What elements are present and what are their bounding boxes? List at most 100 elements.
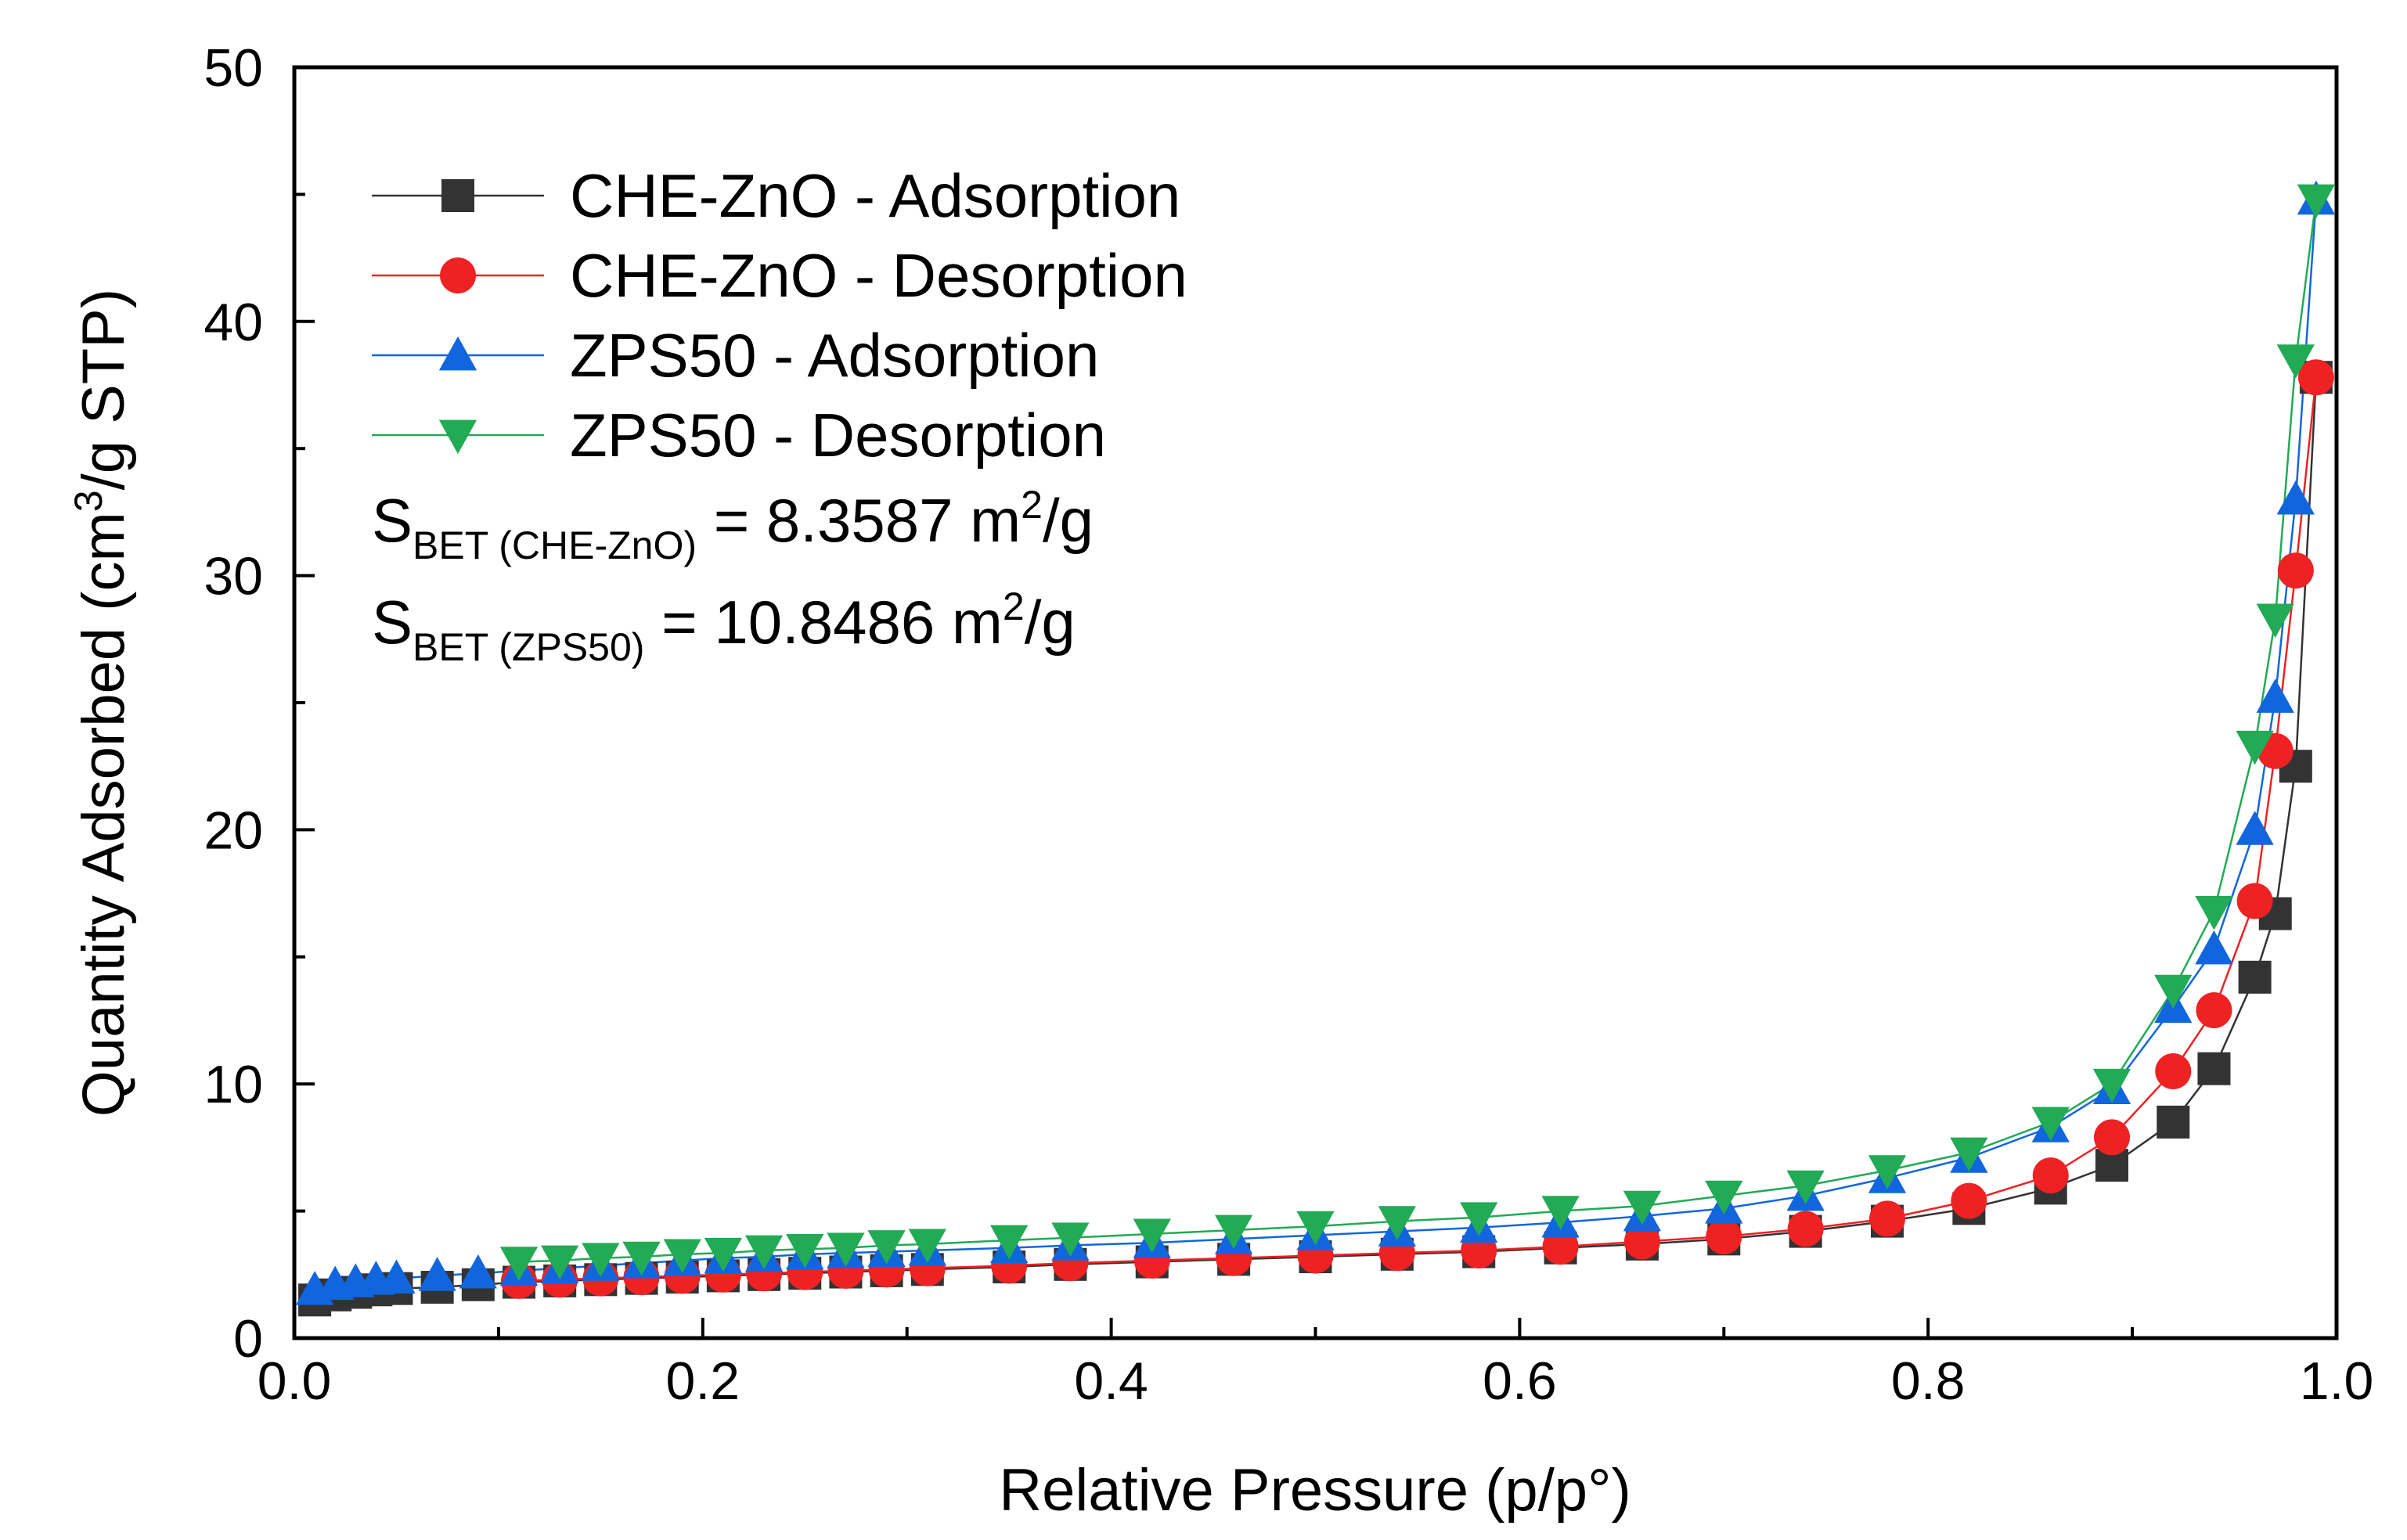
data-point [1868,1155,1907,1189]
data-point [2197,1052,2231,1085]
data-point [1950,1137,1988,1172]
legend-label: CHE-ZnO - Adsorption [570,161,1180,230]
data-point [2236,730,2274,765]
data-point [2094,1119,2131,1156]
x-tick-label: 0.8 [1891,1351,1966,1411]
x-tick-label: 0.6 [1483,1351,1557,1411]
bet-unit-suffix: /g [1043,486,1094,555]
series-3-points [499,184,2336,1281]
x-tick-label: 0.0 [258,1351,332,1411]
data-point [622,1241,661,1276]
y-axis-title-prefix: Quantity Adsorbed (cm [70,512,137,1117]
data-point [990,1225,1029,1260]
data-point [1541,1196,1580,1230]
bet-subscript: BET (ZPS50) [413,625,644,669]
data-point [827,1232,865,1267]
bet-unit-suffix: /g [1025,588,1076,657]
y-tick-label: 40 [204,293,263,352]
data-point [1133,1218,1171,1253]
data-point [908,1229,946,1263]
legend-marker [438,419,477,455]
data-point [1869,1200,1906,1237]
legend: CHE-ZnO - Adsorption CHE-ZnO - Desorption… [372,161,1187,470]
x-axis-ticks: 0.0 0.2 0.4 0.6 0.8 1.0 [258,1318,2374,1411]
data-point [1623,1190,1662,1225]
data-point [1705,1180,1743,1215]
bet-annotation-che-zno: SBET (CHE-ZnO) = 8.3587 m2/g [372,483,1094,567]
data-point [1296,1211,1335,1246]
data-point [2195,896,2233,930]
data-point [2155,1052,2192,1089]
y-axis-title: Quantity Adsorbed (cm3/g STP) [67,289,137,1117]
data-point [1786,1170,1825,1205]
data-point [786,1234,824,1268]
data-point [2256,678,2294,713]
legend-marker [440,257,476,293]
data-point [2297,359,2334,396]
data-point [2032,1157,2069,1194]
data-point [2236,811,2274,845]
y-axis-title-sup: 3 [67,490,110,512]
bet-unit-sup: 2 [1003,585,1025,628]
data-point [377,1259,416,1294]
data-point [1623,1223,1660,1260]
x-tick-label: 1.0 [2300,1351,2374,1411]
data-point [2031,1106,2070,1142]
legend-marker [441,179,474,212]
data-point [704,1237,743,1272]
data-point [2276,344,2315,379]
data-point [459,1254,497,1289]
data-point [2256,603,2294,638]
data-point [1051,1222,1090,1257]
y-tick-label: 0 [233,1309,263,1369]
bet-s-symbol: S [372,486,413,555]
bet-s-symbol: S [372,588,413,657]
legend-label: CHE-ZnO - Desorption [570,241,1187,310]
data-point [541,1245,579,1280]
data-point [1951,1182,1987,1219]
bet-annotation-zps50: SBET (ZPS50) = 10.8486 m2/g [372,585,1076,669]
data-point [418,1257,456,1291]
legend-label: ZPS50 - Desorption [570,401,1106,470]
data-point [2277,552,2314,589]
y-axis-ticks: 0 10 20 30 40 50 [204,38,315,1369]
y-tick-label: 10 [204,1055,263,1114]
series-markers [295,180,2336,1317]
series-0-points [298,361,2333,1317]
data-point [1542,1229,1579,1265]
data-point [2238,960,2272,994]
y-axis-title-suffix: /g STP) [70,289,137,491]
data-point [2297,184,2336,219]
data-point [1214,1214,1253,1250]
data-point [2154,974,2193,1009]
data-point [867,1230,906,1265]
x-tick-label: 0.2 [666,1351,740,1411]
legend-label: ZPS50 - Adsorption [570,321,1099,390]
legend-marker [438,336,477,371]
data-point [1460,1202,1498,1236]
data-point [499,1247,539,1281]
bet-subscript: BET (CHE-ZnO) [413,524,697,567]
data-point [2092,1068,2131,1103]
data-point [663,1239,701,1273]
data-point [2157,1105,2190,1139]
data-point [2276,480,2315,515]
data-point [1787,1211,1824,1247]
data-point [744,1235,784,1270]
data-point [1706,1218,1742,1255]
bet-annotations: SBET (CHE-ZnO) = 8.3587 m2/g SBET (ZPS50… [372,483,1094,669]
y-tick-label: 20 [204,801,263,860]
y-tick-label: 50 [204,38,263,98]
series-1-points [500,359,2334,1299]
bet-unit-sup: 2 [1021,483,1043,527]
y-tick-label: 30 [204,547,263,606]
data-point [2236,883,2273,919]
data-point [2195,930,2233,965]
bet-value: = 8.3587 m [697,486,1021,555]
data-point [582,1243,620,1277]
data-point [1378,1206,1417,1240]
series-line-0 [314,377,2318,1301]
data-point [2196,992,2232,1029]
x-tick-label: 0.4 [1074,1351,1148,1411]
